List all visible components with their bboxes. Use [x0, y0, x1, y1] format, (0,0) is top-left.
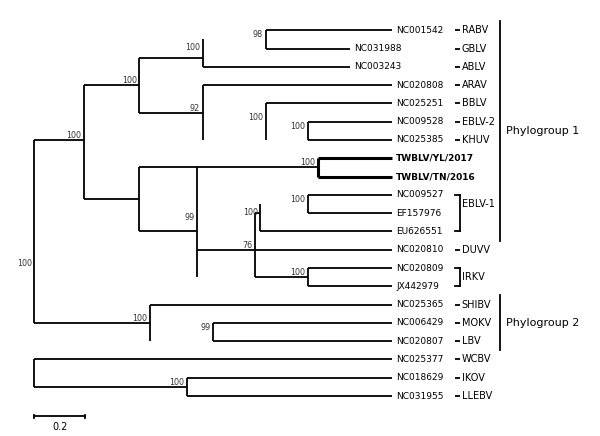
Text: 98: 98: [253, 31, 263, 39]
Text: NC025385: NC025385: [396, 136, 443, 144]
Text: 100: 100: [185, 43, 200, 52]
Text: SHIBV: SHIBV: [461, 300, 491, 310]
Text: TWBLV/YL/2017: TWBLV/YL/2017: [396, 154, 474, 163]
Text: NC001542: NC001542: [396, 26, 443, 35]
Text: NC020810: NC020810: [396, 245, 443, 254]
Text: Phylogroup 2: Phylogroup 2: [506, 318, 579, 328]
Text: NC020808: NC020808: [396, 81, 443, 89]
Text: NC025365: NC025365: [396, 300, 443, 309]
Text: 100: 100: [243, 208, 258, 217]
Text: 92: 92: [190, 103, 200, 112]
Text: 100: 100: [67, 131, 82, 140]
Text: NC020809: NC020809: [396, 263, 443, 272]
Text: NC009527: NC009527: [396, 191, 443, 199]
Text: ABLV: ABLV: [461, 62, 486, 72]
Text: EBLV-2: EBLV-2: [461, 117, 494, 127]
Text: 99: 99: [200, 323, 211, 332]
Text: KHUV: KHUV: [461, 135, 489, 145]
Text: 100: 100: [290, 268, 305, 277]
Text: IKOV: IKOV: [461, 373, 485, 383]
Text: LBV: LBV: [461, 336, 481, 346]
Text: NC025377: NC025377: [396, 355, 443, 364]
Text: IRKV: IRKV: [461, 272, 484, 282]
Text: EF157976: EF157976: [396, 209, 441, 218]
Text: EBLV-1: EBLV-1: [461, 199, 494, 209]
Text: GBLV: GBLV: [461, 44, 487, 54]
Text: 100: 100: [17, 259, 32, 268]
Text: BBLV: BBLV: [461, 99, 486, 109]
Text: EU626551: EU626551: [396, 227, 442, 236]
Text: NC003243: NC003243: [354, 62, 401, 72]
Text: NC006429: NC006429: [396, 318, 443, 327]
Text: NC020807: NC020807: [396, 337, 443, 346]
Text: LLEBV: LLEBV: [461, 391, 492, 401]
Text: JX442979: JX442979: [396, 282, 439, 291]
Text: 76: 76: [242, 241, 253, 250]
Text: MOKV: MOKV: [461, 318, 491, 328]
Text: Phylogroup 1: Phylogroup 1: [506, 126, 579, 136]
Text: NC025251: NC025251: [396, 99, 443, 108]
Text: NC009528: NC009528: [396, 117, 443, 126]
Text: 100: 100: [301, 158, 316, 167]
Text: WCBV: WCBV: [461, 354, 491, 364]
Text: 100: 100: [290, 122, 305, 131]
Text: RABV: RABV: [461, 25, 488, 35]
Text: TWBLV/TN/2016: TWBLV/TN/2016: [396, 172, 476, 181]
Text: 100: 100: [248, 112, 263, 122]
Text: DUVV: DUVV: [461, 245, 490, 255]
Text: NC031955: NC031955: [396, 392, 443, 401]
Text: 100: 100: [169, 378, 184, 387]
Text: 100: 100: [133, 314, 148, 323]
Text: 0.2: 0.2: [52, 422, 67, 432]
Text: NC031988: NC031988: [354, 44, 401, 53]
Text: NC018629: NC018629: [396, 373, 443, 382]
Text: 100: 100: [290, 195, 305, 204]
Text: 99: 99: [184, 213, 194, 222]
Text: ARAV: ARAV: [461, 80, 487, 90]
Text: 100: 100: [122, 76, 137, 85]
